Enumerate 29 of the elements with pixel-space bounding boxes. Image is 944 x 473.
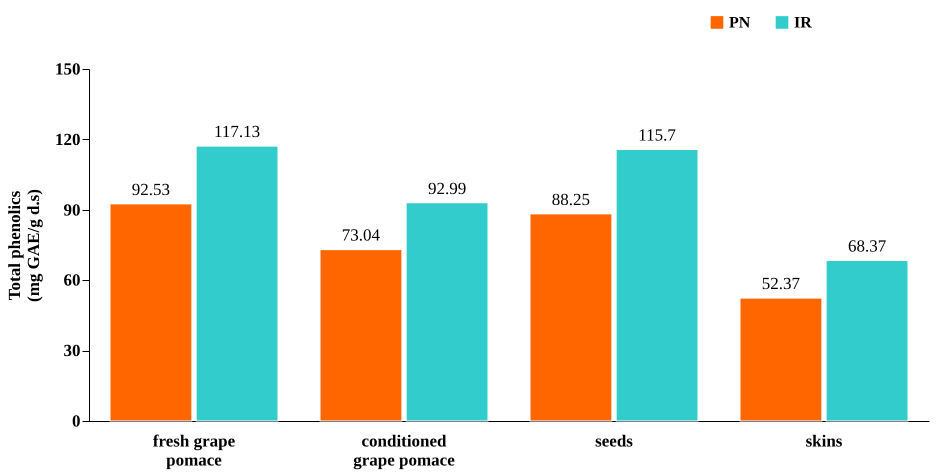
legend-label: PN — [729, 14, 751, 32]
y-tick-label: 60 — [64, 270, 80, 290]
bar — [196, 146, 278, 422]
data-label: 92.99 — [428, 178, 466, 198]
bar — [616, 148, 698, 422]
bar — [740, 298, 822, 422]
data-label: 92.53 — [132, 180, 170, 199]
y-axis-title: Total phenolics (mg GAE/g d.s) — [5, 189, 43, 302]
x-tick-label: conditioned grape pomace — [353, 432, 456, 470]
bar — [826, 260, 908, 422]
y-tick-label: 150 — [55, 60, 80, 78]
bar — [110, 203, 192, 422]
data-label: 73.04 — [342, 226, 381, 245]
data-label: 115.7 — [638, 125, 676, 144]
y-tick-label: 0 — [72, 412, 80, 430]
bar — [406, 202, 488, 422]
legend-label: IR — [794, 14, 812, 32]
y-tick-label: 120 — [55, 130, 80, 149]
x-tick-label: seeds — [595, 432, 634, 450]
data-label: 52.37 — [762, 274, 801, 294]
bar — [530, 213, 612, 422]
y-tick-label: 90 — [64, 200, 80, 220]
y-tick-label: 30 — [64, 341, 80, 360]
bar — [320, 249, 402, 422]
data-label: 117.13 — [214, 122, 260, 142]
data-label: 68.37 — [848, 236, 887, 256]
x-tick-label: skins — [806, 432, 843, 450]
x-tick-label: fresh grape pomace — [152, 432, 236, 470]
data-label: 88.25 — [552, 190, 590, 209]
